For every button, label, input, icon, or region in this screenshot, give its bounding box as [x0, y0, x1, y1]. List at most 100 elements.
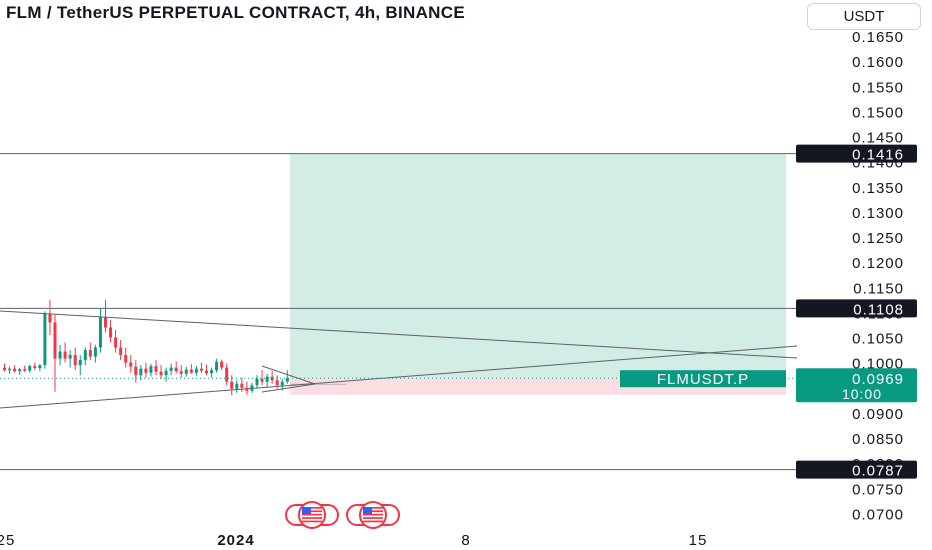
price-tick-label: 0.0900 [852, 406, 904, 423]
candle-body [220, 361, 224, 368]
price-tick-label: 0.1200 [852, 255, 904, 272]
candle-body [8, 368, 12, 371]
candle-body [235, 383, 239, 389]
candle-body [109, 327, 113, 338]
candle-body [18, 369, 22, 372]
candle [235, 380, 239, 393]
price-tick-label: 0.1250 [852, 230, 904, 247]
long-position-zones[interactable] [290, 153, 786, 395]
candle-body [260, 378, 264, 382]
candlestick-series [3, 299, 289, 396]
candle-body [104, 317, 107, 328]
candle [215, 358, 219, 373]
flag-stripe [302, 517, 322, 519]
candle-body [280, 381, 284, 386]
level-tag-label: 0.1416 [852, 147, 904, 164]
level-tag-bg [796, 299, 917, 318]
price-tick-label: 0.1450 [852, 130, 904, 147]
descending-trend-line[interactable] [0, 310, 798, 359]
ascending-trend-line[interactable] [0, 345, 798, 409]
candle [98, 308, 102, 353]
candle-body [215, 361, 219, 371]
candle [124, 347, 128, 368]
event-markers[interactable] [285, 501, 400, 529]
candle-body [205, 370, 208, 374]
price-tick-label: 0.1300 [852, 205, 904, 222]
trend-lines[interactable] [0, 310, 798, 409]
triangle-upper-line[interactable] [261, 365, 316, 385]
candle [205, 364, 208, 376]
candle-body [164, 370, 168, 376]
candle [13, 365, 17, 373]
candle-body [240, 383, 244, 388]
candle-body [13, 368, 17, 372]
candle [184, 366, 188, 377]
candle-body [265, 376, 269, 382]
symbol-tag-label: FLMUSDT.P [657, 371, 749, 388]
flag-stripe [302, 507, 322, 509]
candle-body [3, 367, 6, 371]
candle [23, 365, 27, 373]
candle [18, 367, 22, 375]
candle [48, 299, 52, 335]
candle-body [245, 387, 249, 391]
candle-body [194, 368, 198, 373]
candle [8, 366, 12, 374]
time-axis[interactable]: 25 2024 8 15 [0, 532, 707, 549]
level-tag-label: 0.0787 [852, 463, 904, 480]
candle [53, 314, 57, 392]
candle-body [275, 380, 279, 386]
candle [78, 355, 82, 376]
us-flag-event-icon[interactable] [285, 501, 339, 529]
flag-stripe [302, 510, 322, 513]
candle-body [119, 347, 123, 356]
candle [255, 375, 259, 389]
candle [114, 329, 118, 353]
candle [159, 365, 163, 379]
triangle-lower-line[interactable] [261, 383, 316, 393]
candle-body [23, 369, 27, 371]
candle-body [83, 350, 87, 361]
price-tick-label: 0.0850 [852, 431, 904, 448]
profit-zone[interactable] [290, 153, 786, 379]
price-tag-bg [796, 368, 917, 403]
candle [88, 342, 92, 361]
candle-body [73, 355, 77, 366]
candle-body [129, 362, 133, 367]
candle-body [43, 313, 47, 366]
candle-body [169, 367, 173, 371]
candle [174, 361, 178, 374]
candle [134, 360, 138, 383]
current-price-label: 0.0969 [852, 371, 904, 388]
horizontal-level-lines[interactable] [0, 153, 797, 471]
us-flag-event-icon[interactable] [346, 501, 400, 529]
candle [109, 319, 113, 343]
price-tick-label: 0.1150 [853, 280, 904, 297]
candle [144, 362, 148, 378]
currency-button[interactable]: USDT [807, 3, 921, 30]
level-tag-label: 0.1108 [853, 301, 904, 318]
candle-body [38, 365, 42, 369]
price-tick-label: 0.0750 [852, 481, 904, 498]
candle-body [88, 350, 92, 357]
price-tick-label: 0.1500 [852, 104, 904, 121]
candle-body [210, 370, 214, 374]
candle [149, 363, 153, 377]
level-tag-bg [796, 460, 917, 479]
candle [28, 364, 32, 373]
flag-stripe [363, 510, 383, 513]
candle-body [114, 337, 118, 348]
candle-body [184, 369, 188, 374]
candle-body [98, 317, 102, 348]
flag-stripe [302, 520, 322, 523]
candle [154, 360, 158, 376]
price-tick-label: 0.1650 [852, 29, 904, 46]
candle-body [225, 367, 229, 382]
time-tick-label: 2024 [217, 532, 254, 549]
candle [230, 375, 234, 396]
time-tick-label: 25 [0, 532, 15, 549]
level-tag-bg [796, 144, 917, 163]
candle-body [159, 371, 163, 376]
